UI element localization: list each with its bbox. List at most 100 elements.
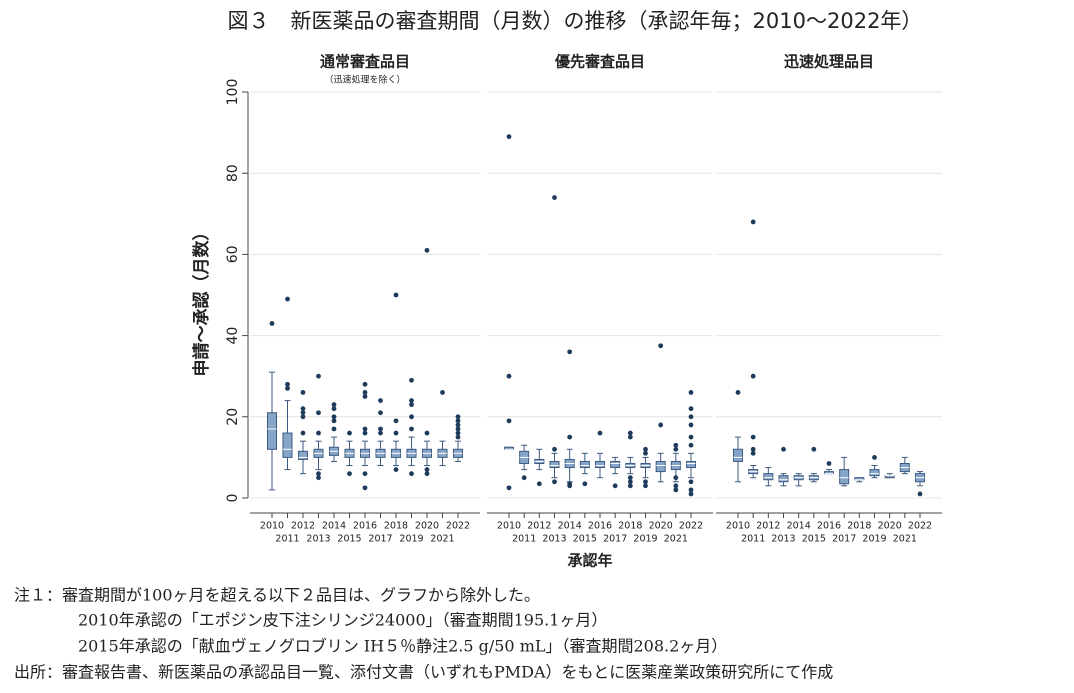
outlier bbox=[409, 377, 414, 383]
y-tick-label: 20 bbox=[225, 408, 241, 426]
outlier bbox=[917, 491, 923, 497]
outlier bbox=[811, 446, 817, 452]
outlier bbox=[269, 321, 275, 326]
x-tick-label: 2014 bbox=[787, 521, 811, 532]
outlier bbox=[673, 442, 679, 448]
outlier bbox=[331, 426, 337, 432]
outlier bbox=[285, 296, 290, 302]
outlier bbox=[300, 390, 306, 395]
outlier bbox=[316, 475, 321, 481]
outlier bbox=[409, 471, 414, 477]
panel-title: 通常審査品目 bbox=[320, 53, 410, 71]
outlier bbox=[750, 434, 756, 440]
x-tick-label: 2017 bbox=[832, 534, 856, 545]
outlier bbox=[673, 446, 679, 452]
outlier bbox=[331, 414, 337, 420]
outlier bbox=[393, 430, 399, 436]
outlier bbox=[688, 491, 694, 497]
x-tick-label: 2020 bbox=[649, 521, 673, 532]
panel-title: 優先審査品目 bbox=[554, 53, 645, 71]
x-tick-label: 2016 bbox=[817, 521, 841, 532]
x-tick-label: 2022 bbox=[908, 521, 932, 532]
x-tick-label: 2011 bbox=[275, 534, 299, 545]
outlier bbox=[597, 430, 603, 436]
outlier bbox=[536, 481, 542, 487]
outlier bbox=[658, 343, 664, 349]
outlier bbox=[688, 487, 694, 493]
outlier bbox=[331, 406, 337, 412]
outlier bbox=[506, 373, 512, 379]
outlier bbox=[300, 410, 306, 416]
outlier bbox=[285, 385, 290, 391]
outlier bbox=[409, 426, 414, 432]
outlier bbox=[424, 471, 430, 477]
outlier bbox=[688, 406, 694, 412]
outlier bbox=[455, 426, 461, 432]
x-tick-label: 2016 bbox=[588, 521, 612, 532]
outlier bbox=[506, 134, 512, 140]
outlier bbox=[285, 381, 290, 387]
note: 出所：審査報告書、新医薬品の承認品目一覧、添付文書（いずれもPMDA）をもとに医… bbox=[14, 663, 833, 682]
outlier bbox=[378, 398, 383, 403]
x-tick-label: 2014 bbox=[558, 521, 582, 532]
outlier bbox=[378, 410, 383, 416]
outlier bbox=[506, 485, 512, 491]
y-axis-label: 申請～承認（月数） bbox=[191, 224, 212, 377]
outlier bbox=[627, 483, 633, 489]
outlier bbox=[378, 430, 383, 436]
x-tick-label: 2016 bbox=[353, 521, 377, 532]
x-tick-label: 2019 bbox=[399, 534, 423, 545]
box bbox=[655, 460, 666, 473]
box bbox=[579, 460, 590, 469]
x-tick-label: 2012 bbox=[291, 521, 315, 532]
x-tick-label: 2015 bbox=[802, 534, 826, 545]
box bbox=[610, 460, 621, 469]
box bbox=[595, 460, 605, 469]
note: 注１：審査期間が100ヶ月を超える以下２品目は、グラフから除外した。 bbox=[14, 586, 540, 605]
chart-title: 図３ 新医薬品の審査期間（月数）の推移（承認年毎；2010～2022年） bbox=[228, 9, 923, 33]
outlier bbox=[362, 390, 368, 395]
outlier bbox=[688, 422, 694, 428]
outlier bbox=[409, 402, 414, 408]
outlier bbox=[300, 430, 306, 436]
x-tick-label: 2015 bbox=[573, 534, 597, 545]
x-tick-label: 2018 bbox=[847, 521, 871, 532]
x-tick-label: 2012 bbox=[756, 521, 780, 532]
x-tick-label: 2020 bbox=[415, 521, 439, 532]
x-tick-label: 2013 bbox=[306, 534, 330, 545]
outlier bbox=[300, 406, 306, 412]
outlier bbox=[627, 430, 633, 436]
box bbox=[549, 460, 560, 469]
x-tick-label: 2022 bbox=[446, 521, 470, 532]
x-tick-label: 2019 bbox=[862, 534, 886, 545]
outlier bbox=[362, 381, 368, 387]
outlier bbox=[552, 446, 557, 452]
x-tick-label: 2010 bbox=[726, 521, 750, 532]
y-tick-label: 100 bbox=[225, 79, 241, 106]
x-tick-label: 2014 bbox=[322, 521, 346, 532]
outlier bbox=[409, 398, 414, 403]
y-tick-label: 80 bbox=[225, 164, 241, 182]
x-tick-label: 2017 bbox=[368, 534, 392, 545]
y-tick-label: 0 bbox=[225, 494, 241, 503]
box bbox=[282, 432, 293, 458]
x-tick-label: 2011 bbox=[741, 534, 765, 545]
outlier bbox=[582, 481, 588, 487]
outlier bbox=[750, 450, 756, 456]
x-tick-label: 2022 bbox=[679, 521, 703, 532]
outlier bbox=[393, 292, 399, 298]
outlier bbox=[735, 390, 741, 395]
outlier bbox=[300, 414, 306, 420]
outlier bbox=[627, 479, 633, 485]
outlier bbox=[552, 195, 557, 200]
outlier bbox=[393, 418, 399, 424]
outlier bbox=[643, 479, 648, 485]
outlier bbox=[506, 418, 512, 424]
box bbox=[686, 460, 696, 469]
outlier bbox=[643, 483, 648, 489]
outlier bbox=[316, 471, 321, 477]
outlier bbox=[440, 390, 445, 395]
x-tick-label: 2013 bbox=[542, 534, 566, 545]
outlier bbox=[455, 414, 461, 420]
outlier bbox=[424, 430, 430, 436]
